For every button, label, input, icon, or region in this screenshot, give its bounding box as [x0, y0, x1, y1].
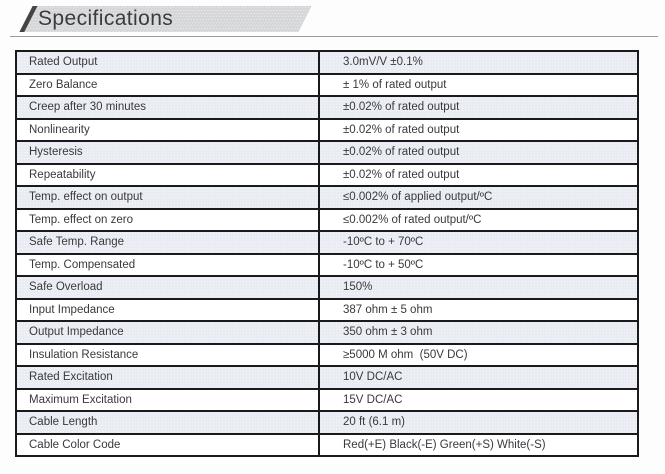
table-row: Rated Excitation 10V DC/AC [17, 365, 637, 388]
spec-value: 20 ft (6.1 m) [343, 416, 405, 429]
table-row: Output Impedance 350 ohm ± 3 ohm [17, 320, 637, 343]
spec-value: ±0.02% of rated output [343, 101, 460, 114]
spec-label: Safe Temp. Range [17, 232, 320, 253]
table-row: Temp. effect on output ≤0.002% of applie… [17, 185, 637, 208]
table-row: Hysteresis ±0.02% of rated output [17, 140, 637, 163]
table-row: Rated Output 3.0mV/V ±0.1% [17, 52, 637, 73]
spec-label: Safe Overload [17, 277, 320, 298]
spec-label: Temp. effect on output [17, 187, 320, 208]
spec-label: Creep after 30 minutes [17, 97, 320, 118]
spec-label: Repeatability [17, 164, 320, 185]
spec-label: Cable Length [17, 412, 320, 433]
spec-value: ±0.02% of rated output [343, 168, 460, 181]
header-divider [10, 36, 658, 37]
table-row: Zero Balance ± 1% of rated output [17, 72, 637, 95]
table-row: Cable Length 20 ft (6.1 m) [17, 410, 637, 433]
spec-value: 350 ohm ± 3 ohm [343, 326, 433, 339]
table-row: Repeatability ±0.02% of rated output [17, 162, 637, 185]
specifications-table: Rated Output 3.0mV/V ±0.1% Zero Balance … [15, 50, 639, 457]
table-row: Input Impedance 387 ohm ± 5 ohm [17, 297, 637, 320]
spec-value: ≤0.002% of applied output/ºC [343, 191, 493, 204]
spec-value: -10ºC to + 70ºC [343, 236, 424, 249]
spec-label: Maximum Excitation [17, 389, 320, 410]
table-row: Temp. effect on zero ≤0.002% of rated ou… [17, 207, 637, 230]
spec-value: -10ºC to + 50ºC [343, 258, 424, 271]
spec-value: 150% [343, 281, 373, 294]
table-row: Nonlinearity ±0.02% of rated output [17, 117, 637, 140]
spec-label: Nonlinearity [17, 119, 320, 140]
spec-value: ± 1% of rated output [343, 78, 447, 91]
spec-label: Input Impedance [17, 299, 320, 320]
table-row: Temp. Compensated -10ºC to + 50ºC [17, 252, 637, 275]
spec-value: 387 ohm ± 5 ohm [343, 303, 433, 316]
spec-label: Zero Balance [17, 74, 320, 95]
spec-label: Temp. Compensated [17, 254, 320, 275]
spec-value: ±0.02% of rated output [343, 146, 460, 159]
spec-value: 10V DC/AC [343, 371, 403, 384]
table-row: Safe Temp. Range -10ºC to + 70ºC [17, 230, 637, 253]
page-title: Specifications [38, 7, 174, 30]
spec-label: Hysteresis [17, 142, 320, 163]
spec-label: Temp. effect on zero [17, 209, 320, 230]
spec-value: ≥5000 M ohm (50V DC) [343, 348, 468, 361]
spec-label: Output Impedance [17, 322, 320, 343]
spec-value: Red(+E) Black(-E) Green(+S) White(-S) [343, 438, 546, 451]
spec-value: 15V DC/AC [343, 393, 403, 406]
table-row: Creep after 30 minutes ±0.02% of rated o… [17, 95, 637, 118]
table-row: Insulation Resistance ≥5000 M ohm (50V D… [17, 342, 637, 365]
table-row: Cable Color Code Red(+E) Black(-E) Green… [17, 432, 637, 455]
table-row: Safe Overload 150% [17, 275, 637, 298]
spec-value: ±0.02% of rated output [343, 123, 460, 136]
spec-value: ≤0.002% of rated output/ºC [343, 213, 482, 226]
table-row: Maximum Excitation 15V DC/AC [17, 387, 637, 410]
spec-label: Rated Output [17, 52, 320, 73]
spec-label: Insulation Resistance [17, 344, 320, 365]
spec-label: Rated Excitation [17, 367, 320, 388]
spec-label: Cable Color Code [17, 434, 320, 455]
spec-value: 3.0mV/V ±0.1% [343, 56, 423, 69]
